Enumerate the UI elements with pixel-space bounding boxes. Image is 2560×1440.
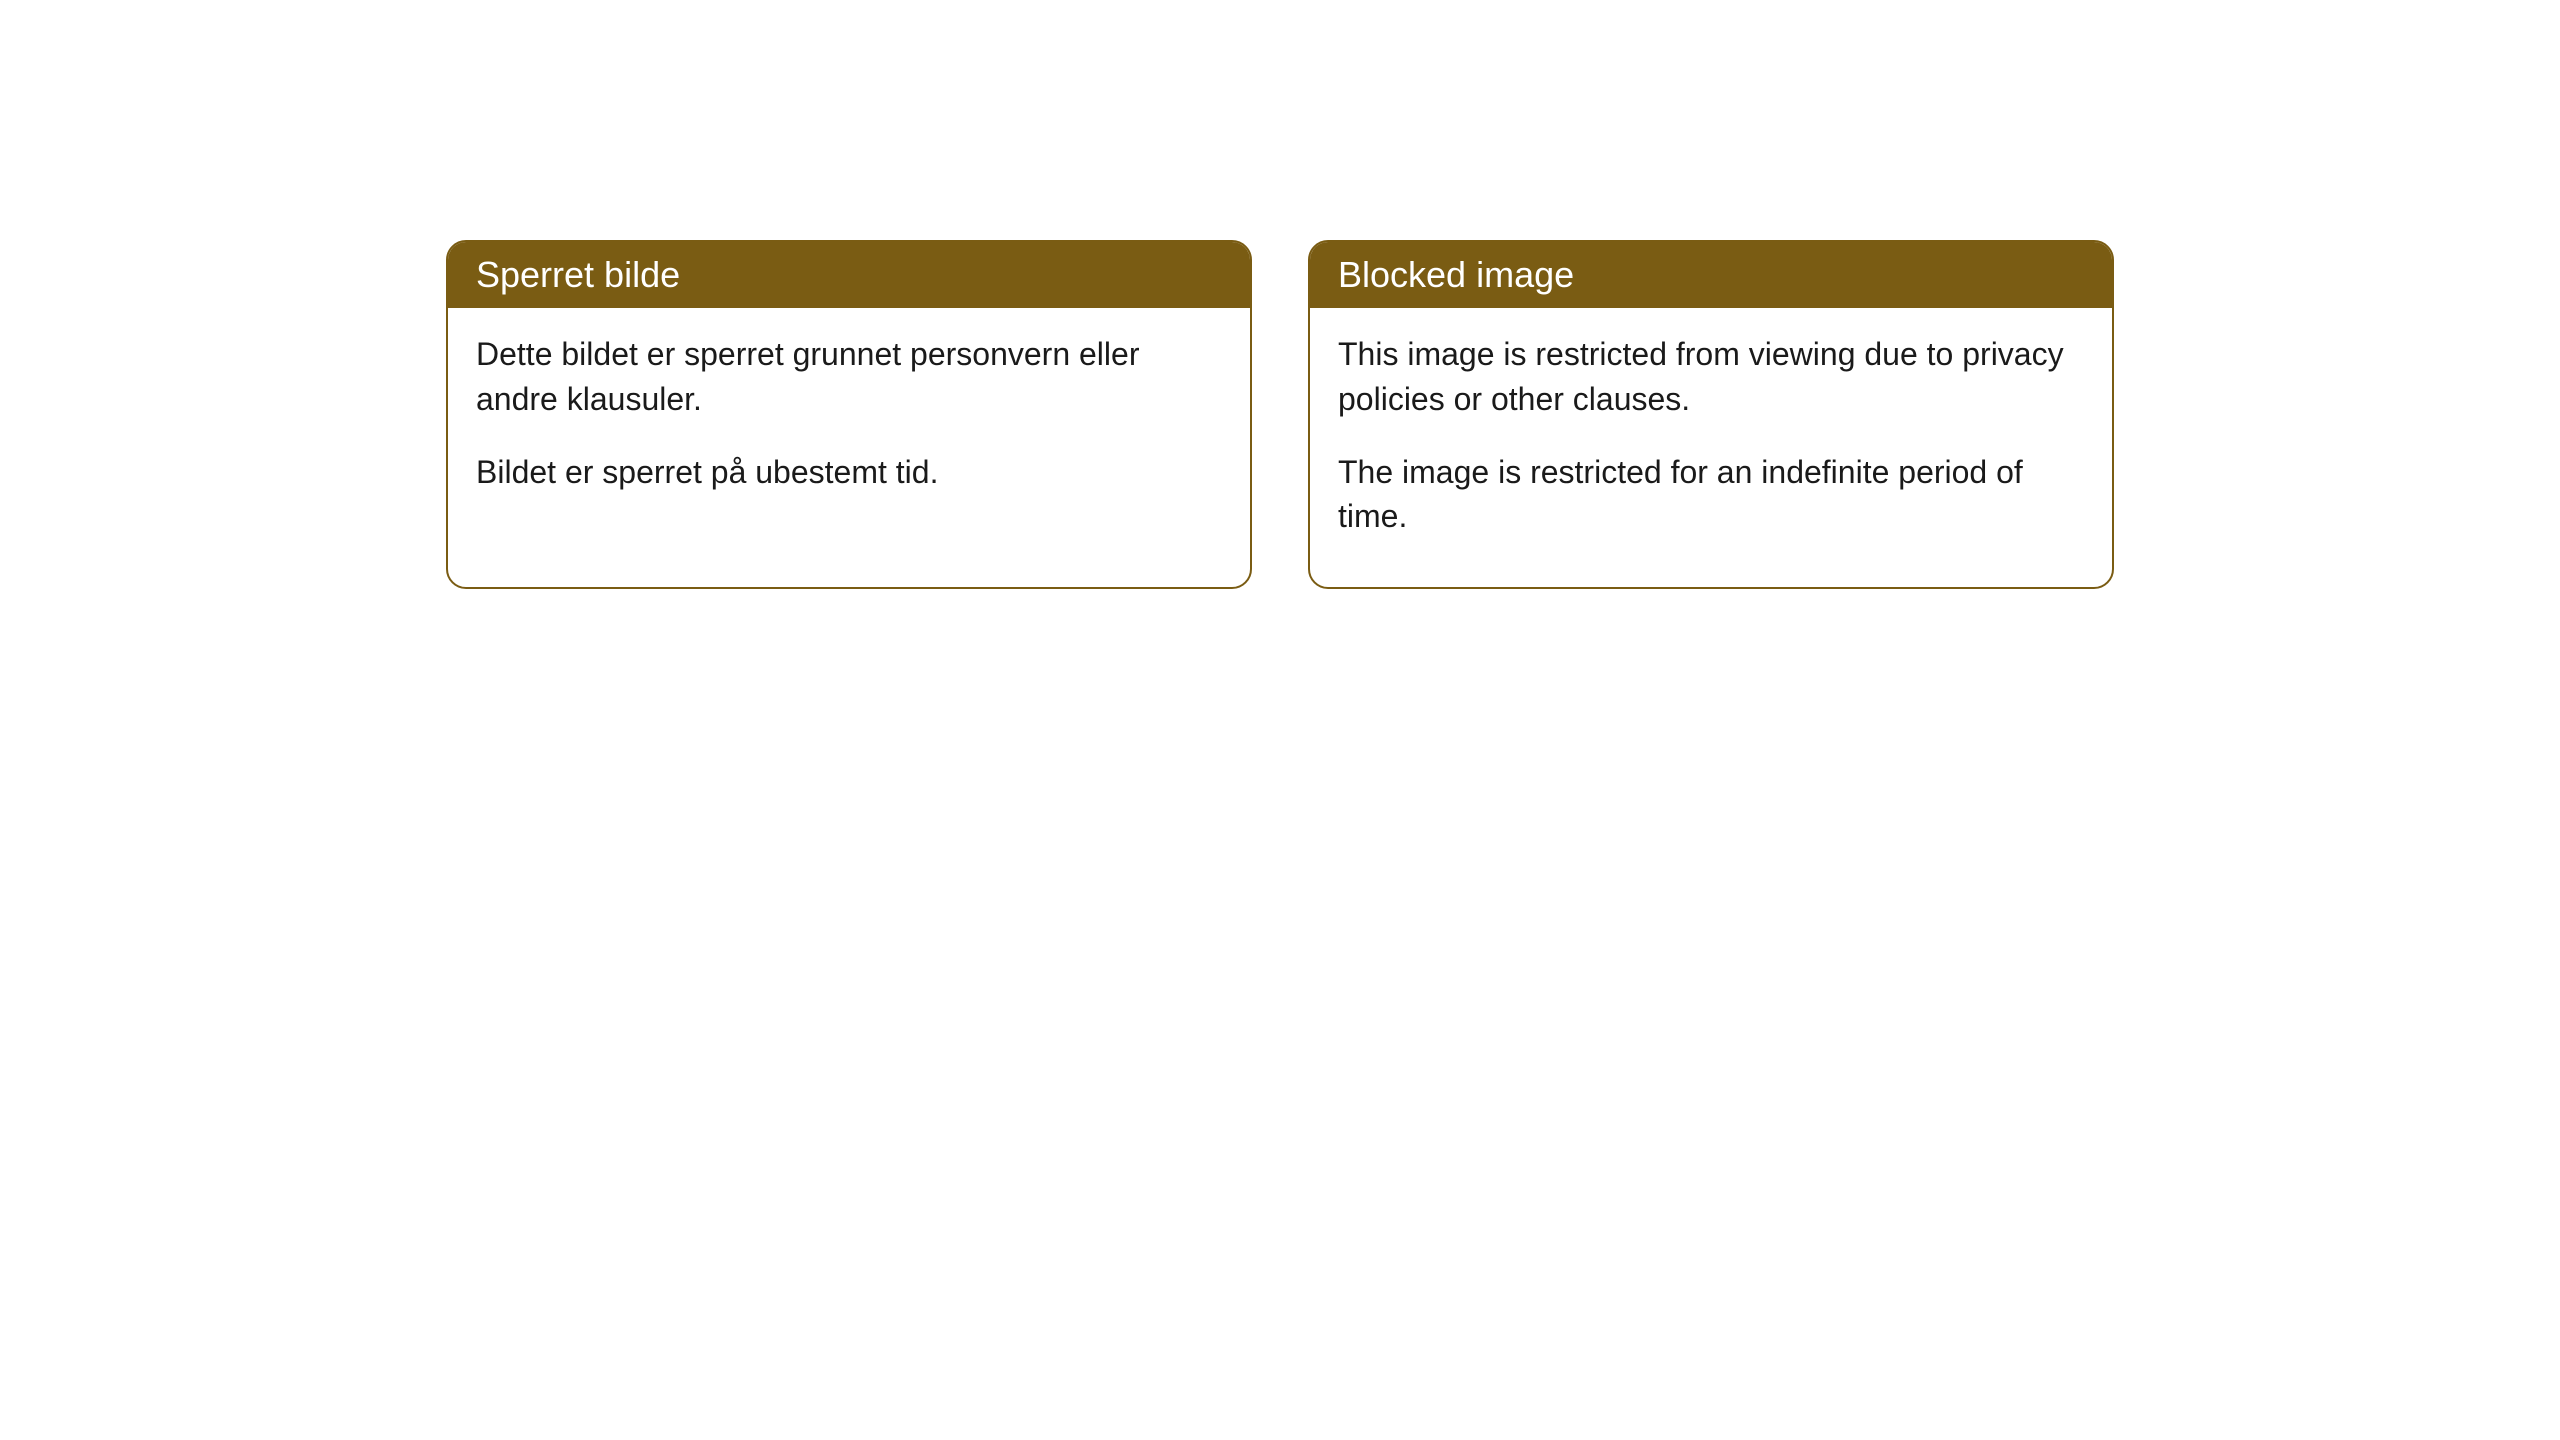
card-paragraph: This image is restricted from viewing du… xyxy=(1338,332,2084,422)
card-header: Blocked image xyxy=(1310,242,2112,308)
blocked-image-card-norwegian: Sperret bilde Dette bildet er sperret gr… xyxy=(446,240,1252,589)
card-header: Sperret bilde xyxy=(448,242,1250,308)
card-paragraph: The image is restricted for an indefinit… xyxy=(1338,450,2084,540)
card-paragraph: Dette bildet er sperret grunnet personve… xyxy=(476,332,1222,422)
blocked-image-card-english: Blocked image This image is restricted f… xyxy=(1308,240,2114,589)
card-paragraph: Bildet er sperret på ubestemt tid. xyxy=(476,450,1222,495)
card-body: This image is restricted from viewing du… xyxy=(1310,308,2112,587)
cards-container: Sperret bilde Dette bildet er sperret gr… xyxy=(446,240,2114,589)
card-body: Dette bildet er sperret grunnet personve… xyxy=(448,308,1250,542)
